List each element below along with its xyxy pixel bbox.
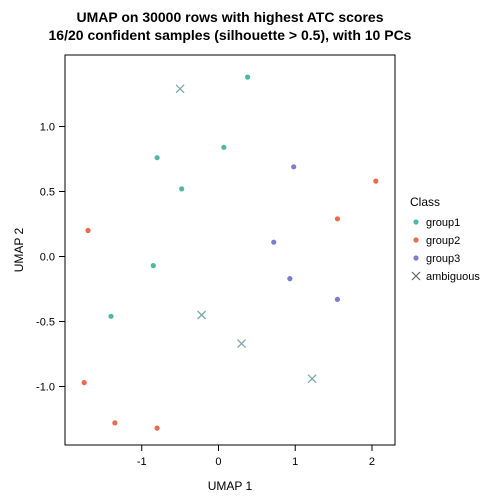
legend-label: ambiguous — [426, 271, 480, 283]
point-group1 — [221, 145, 226, 150]
chart-container: UMAP on 30000 rows with highest ATC scor… — [0, 0, 504, 504]
point-group3 — [291, 164, 296, 169]
point-group2 — [82, 380, 87, 385]
point-group2 — [335, 216, 340, 221]
point-group1 — [151, 263, 156, 268]
legend-label: group1 — [426, 217, 460, 229]
y-tick-label: -1.0 — [36, 382, 55, 394]
point-group3 — [335, 297, 340, 302]
chart-title-line2: 16/20 confident samples (silhouette > 0.… — [49, 27, 412, 43]
point-group2 — [373, 179, 378, 184]
y-axis-label: UMAP 2 — [12, 227, 26, 272]
x-tick-label: -1 — [137, 456, 147, 468]
chart-title-line1: UMAP on 30000 rows with highest ATC scor… — [76, 9, 383, 25]
point-group1 — [154, 155, 159, 160]
point-group1 — [245, 75, 250, 80]
point-group1 — [179, 186, 184, 191]
x-tick-label: 2 — [369, 456, 375, 468]
y-tick-label: 0.5 — [40, 187, 55, 199]
x-tick-label: 0 — [215, 456, 221, 468]
legend-title: Class — [410, 195, 440, 209]
point-group1 — [108, 314, 113, 319]
scatter-chart: UMAP on 30000 rows with highest ATC scor… — [0, 0, 504, 504]
point-group3 — [287, 276, 292, 281]
point-group2 — [112, 420, 117, 425]
point-group2 — [85, 228, 90, 233]
x-axis-label: UMAP 1 — [208, 479, 253, 493]
y-tick-label: 1.0 — [40, 122, 55, 134]
y-tick-label: 0.0 — [40, 252, 55, 264]
point-group2 — [154, 426, 159, 431]
legend-label: group2 — [426, 235, 460, 247]
y-tick-label: -0.5 — [36, 317, 55, 329]
x-tick-label: 1 — [292, 456, 298, 468]
point-group3 — [271, 240, 276, 245]
legend-label: group3 — [426, 253, 460, 265]
